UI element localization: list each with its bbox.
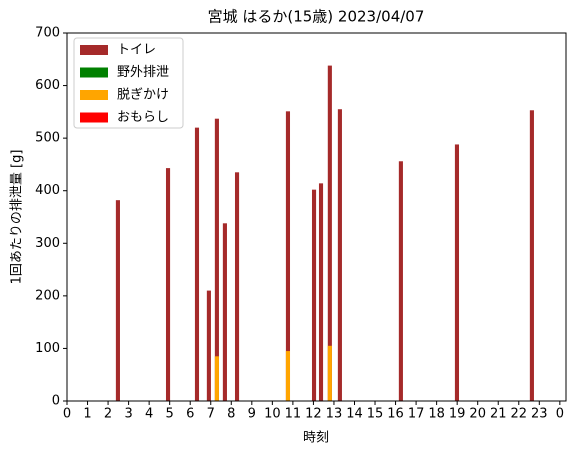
bar: [194, 127, 200, 401]
x-tick-label: 7: [207, 407, 215, 422]
legend-swatch: [80, 45, 108, 55]
x-tick-label: 0: [556, 407, 564, 422]
legend-swatch: [80, 90, 108, 100]
x-tick-label: 22: [510, 407, 527, 422]
x-tick-label: 20: [469, 407, 486, 422]
y-axis-label: 1回あたりの排泄量 [g]: [10, 150, 25, 285]
bar: [327, 345, 332, 401]
bar: [285, 111, 291, 402]
bar: [327, 65, 332, 401]
x-tick-label: 21: [490, 407, 507, 422]
bar: [311, 189, 317, 401]
bar: [214, 356, 219, 401]
legend-box: [73, 37, 184, 129]
x-tick-label: 0: [63, 407, 71, 422]
y-tick-label: 500: [35, 131, 60, 146]
bar: [214, 118, 219, 401]
legend-swatch: [80, 67, 108, 78]
x-tick-label: 14: [346, 407, 363, 422]
x-tick-label: 2: [104, 407, 112, 422]
x-tick-label: 5: [166, 407, 174, 422]
bar: [529, 110, 534, 401]
legend-label: 脱ぎかけ: [117, 88, 169, 103]
x-tick-label: 15: [367, 407, 384, 422]
x-tick-label: 18: [428, 407, 445, 422]
bar: [337, 109, 342, 401]
bar: [318, 183, 324, 401]
y-tick-label: 200: [35, 288, 60, 303]
x-tick-label: 11: [285, 407, 302, 422]
bar: [206, 290, 211, 401]
bar: [115, 200, 120, 401]
x-tick-label: 23: [531, 407, 548, 422]
x-axis-label: 時刻: [303, 431, 329, 446]
bar: [234, 172, 240, 401]
chart-title: 宮城 はるか(15歳) 2023/04/07: [208, 8, 425, 26]
legend-label: おもらし: [117, 110, 169, 125]
x-tick-label: 12: [305, 407, 322, 422]
x-tick-label: 17: [408, 407, 425, 422]
x-tick-label: 8: [227, 407, 235, 422]
x-tick-label: 19: [449, 407, 466, 422]
plot-frame: [66, 32, 567, 402]
y-tick-label: 0: [52, 394, 60, 409]
x-tick-label: 6: [186, 407, 194, 422]
y-tick-label: 400: [35, 183, 60, 198]
x-tick-label: 10: [264, 407, 281, 422]
legend-swatch: [80, 112, 108, 123]
bar: [454, 144, 460, 402]
x-tick-label: 9: [248, 407, 256, 422]
bar: [285, 351, 291, 401]
bar: [398, 161, 403, 401]
y-tick-label: 700: [35, 26, 60, 41]
x-tick-label: 1: [83, 407, 91, 422]
bar: [222, 223, 227, 401]
x-tick-label: 16: [387, 407, 404, 422]
bar: [165, 168, 171, 401]
legend-label: 野外排泄: [117, 65, 169, 80]
y-tick-label: 600: [35, 78, 60, 93]
legend-label: トイレ: [117, 43, 156, 58]
x-tick-label: 4: [145, 407, 153, 422]
y-tick-label: 100: [35, 341, 60, 356]
x-tick-label: 3: [124, 407, 132, 422]
y-tick-label: 300: [35, 236, 60, 251]
x-tick-label: 13: [326, 407, 343, 422]
